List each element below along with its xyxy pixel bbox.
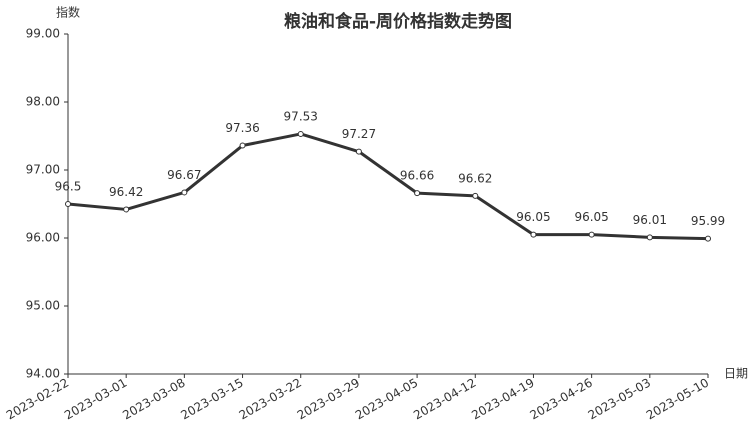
point bbox=[646, 234, 653, 241]
data-label: 97.27 bbox=[342, 127, 376, 141]
x-tick-label: 2023-04-26 bbox=[527, 376, 594, 423]
x-tick-label: 2023-04-05 bbox=[353, 376, 420, 423]
point bbox=[239, 142, 246, 149]
x-axis-label: 日期 bbox=[724, 367, 748, 381]
data-label: 96.67 bbox=[167, 168, 201, 182]
point bbox=[472, 192, 479, 199]
point bbox=[705, 235, 711, 242]
x-tick-label: 2023-03-15 bbox=[178, 376, 245, 423]
x-tick-label: 2023-05-03 bbox=[586, 376, 653, 423]
point bbox=[65, 201, 71, 207]
x-tick-label: 2023-02-22 bbox=[4, 376, 71, 423]
point bbox=[355, 148, 362, 155]
y-tick-label: 96.00 bbox=[26, 231, 60, 245]
y-tick-label: 99.00 bbox=[26, 27, 60, 41]
data-label: 97.53 bbox=[284, 109, 318, 123]
data-label: 96.05 bbox=[574, 210, 608, 224]
y-tick-label: 95.00 bbox=[26, 299, 60, 313]
point bbox=[181, 189, 188, 196]
data-label: 97.36 bbox=[225, 121, 259, 135]
point bbox=[530, 231, 537, 238]
x-tick-label: 2023-04-19 bbox=[469, 376, 536, 423]
point bbox=[297, 130, 304, 137]
x-tick-label: 2023-03-22 bbox=[237, 376, 304, 423]
line bbox=[67, 132, 709, 241]
y-tick-label: 98.00 bbox=[26, 95, 60, 109]
data-label: 96.05 bbox=[516, 210, 550, 224]
y-tick-label: 94.00 bbox=[26, 367, 60, 381]
point bbox=[414, 190, 421, 197]
y-tick-label: 97.00 bbox=[26, 163, 60, 177]
x-tick-label: 2023-03-29 bbox=[295, 376, 362, 423]
point bbox=[123, 206, 130, 213]
data-label: 96.42 bbox=[109, 185, 143, 199]
x-tick-label: 2023-03-01 bbox=[62, 376, 129, 423]
chart-title: 粮油和食品-周价格指数走势图 bbox=[284, 11, 512, 32]
data-label: 96.5 bbox=[55, 180, 82, 194]
data-label: 96.01 bbox=[633, 213, 667, 227]
point bbox=[588, 231, 595, 238]
x-tick-label: 2023-03-08 bbox=[120, 376, 187, 423]
y-axis-label: 指数 bbox=[56, 5, 80, 20]
x-tick-label: 2023-05-10 bbox=[644, 376, 711, 423]
data-label: 95.99 bbox=[691, 214, 725, 228]
data-label: 96.62 bbox=[458, 171, 492, 185]
data-label: 96.66 bbox=[400, 169, 434, 183]
x-tick-label: 2023-04-12 bbox=[411, 376, 478, 423]
